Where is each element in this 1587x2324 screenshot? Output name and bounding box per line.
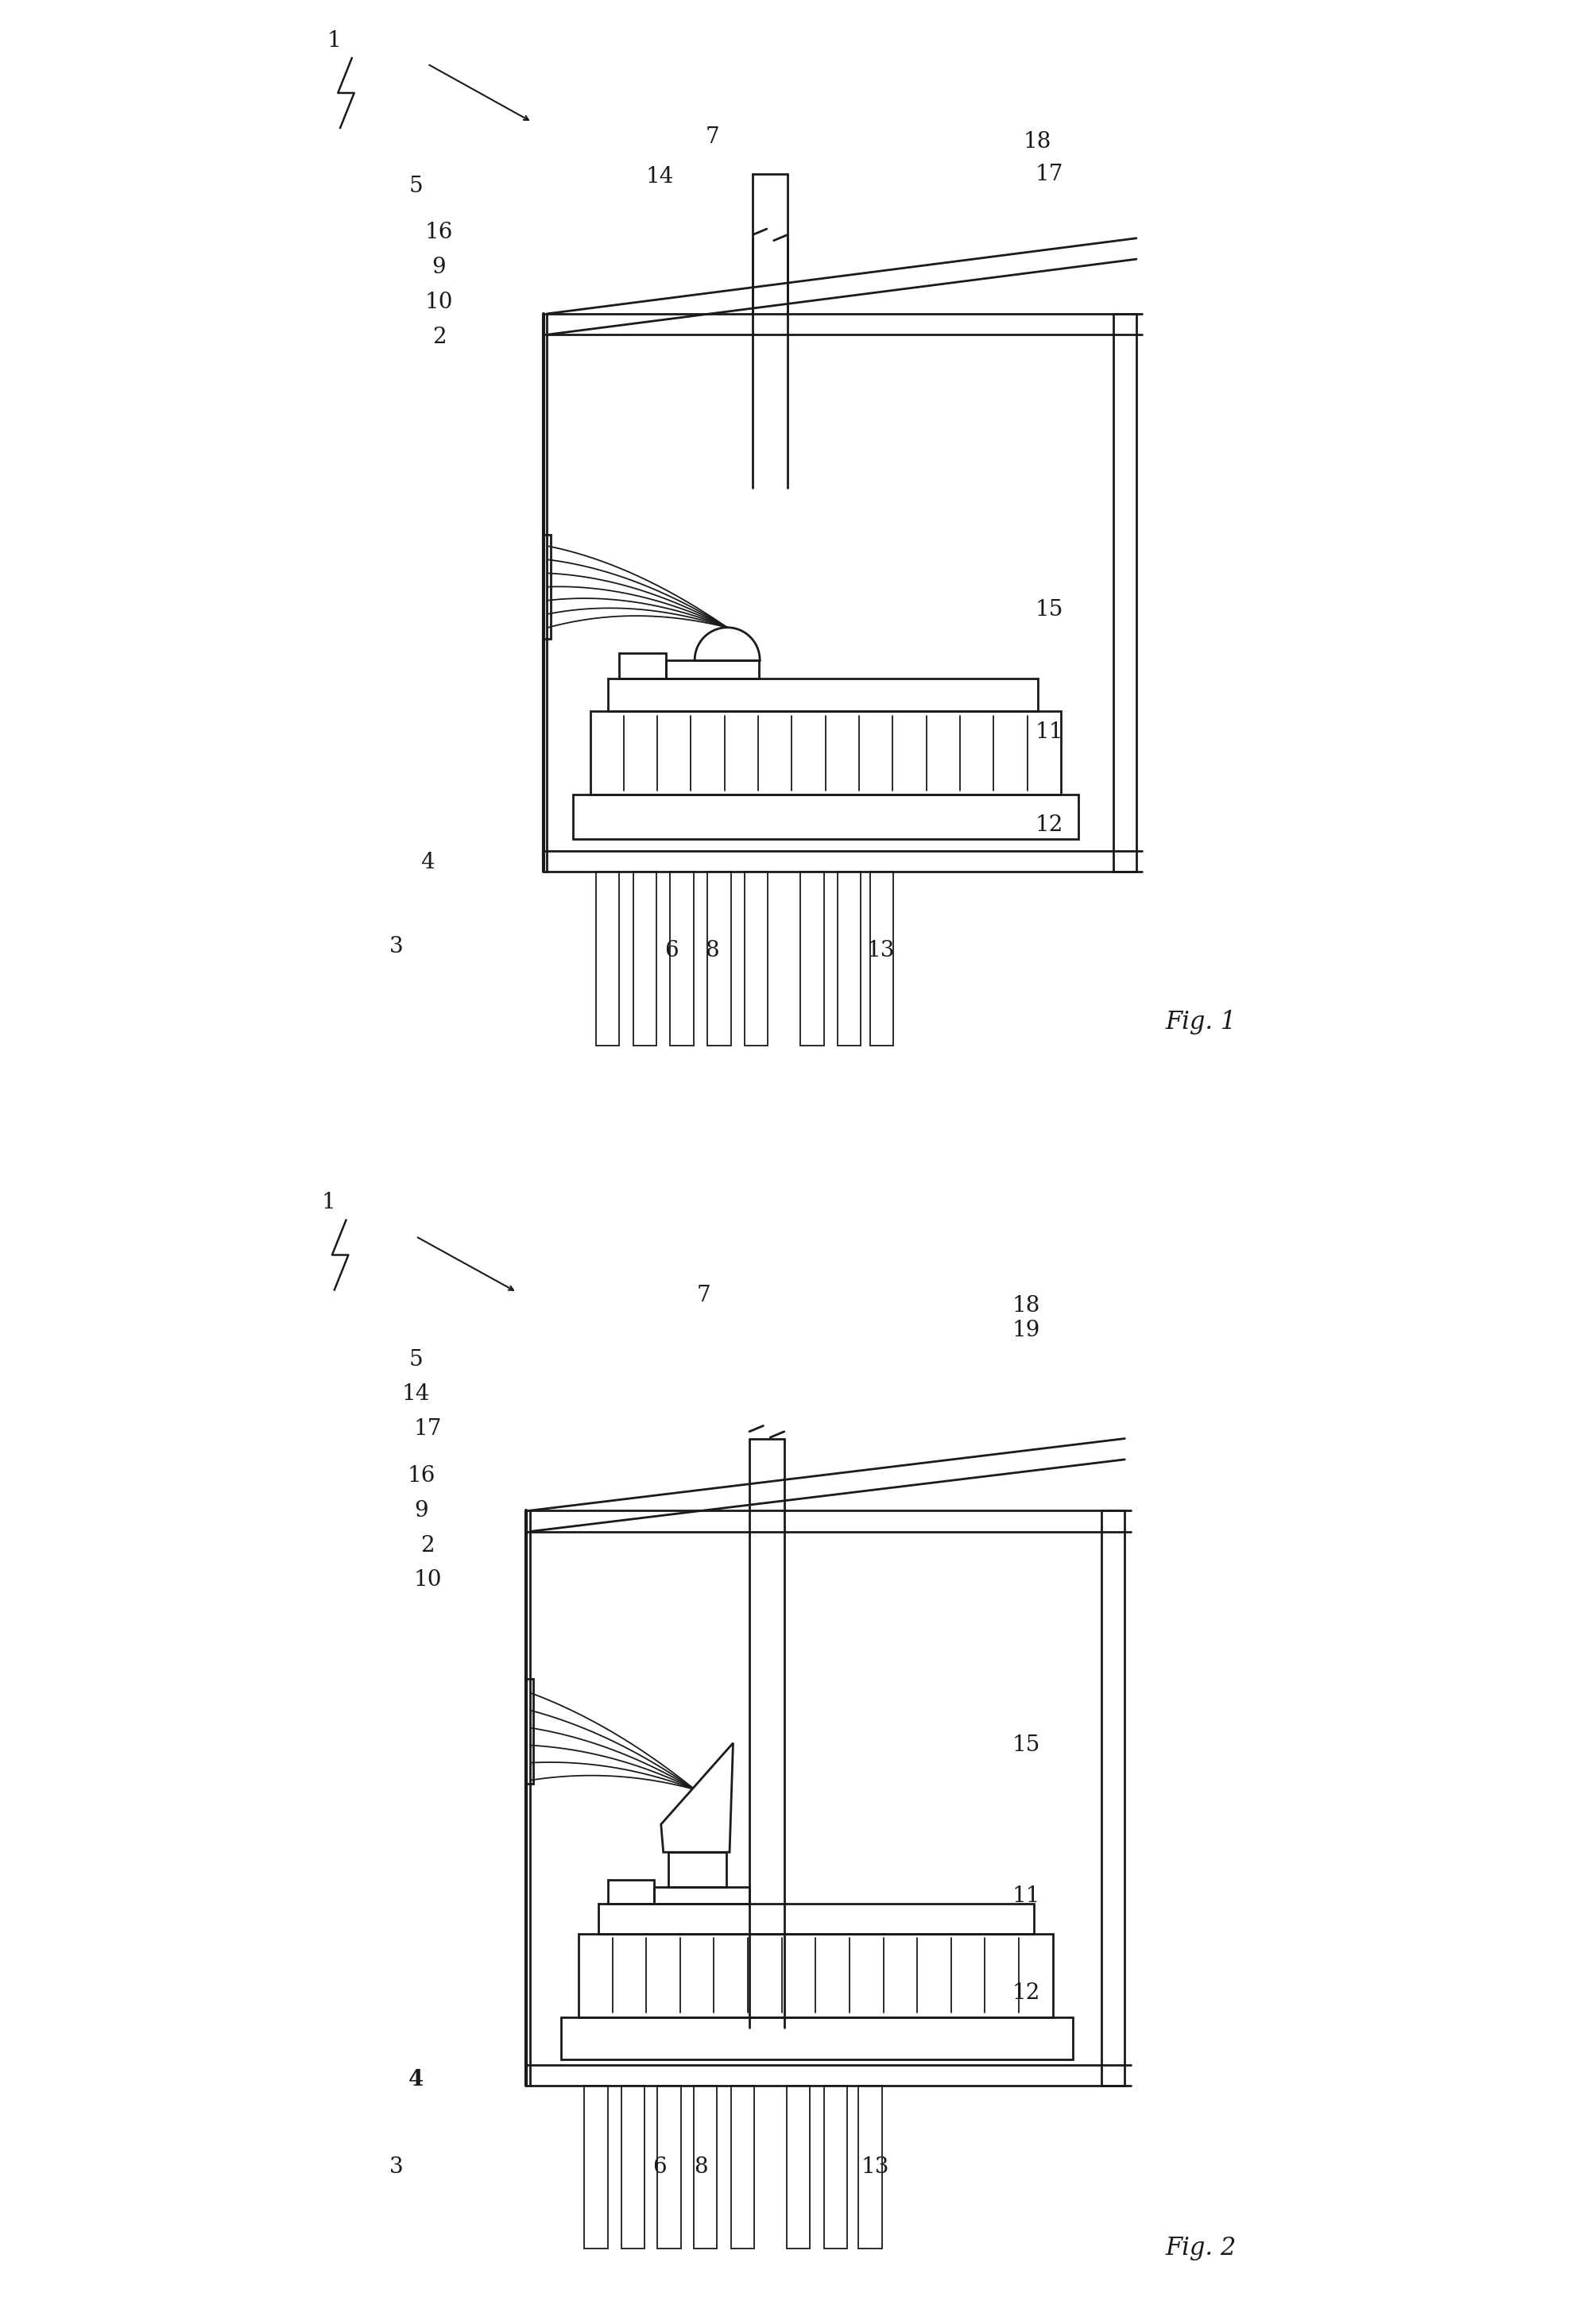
Text: 11: 11: [1013, 1885, 1039, 1908]
Bar: [657, 2087, 681, 2250]
Bar: [619, 653, 665, 679]
Bar: [654, 1887, 749, 1903]
Text: 15: 15: [1013, 1734, 1039, 1757]
Bar: [597, 872, 619, 1046]
Text: 10: 10: [425, 290, 454, 314]
Text: 14: 14: [402, 1383, 430, 1406]
Text: 2: 2: [432, 325, 446, 349]
Bar: [527, 1678, 533, 1785]
Bar: [870, 872, 893, 1046]
Bar: [544, 535, 551, 639]
Text: 6: 6: [665, 939, 679, 962]
Text: 17: 17: [413, 1418, 441, 1441]
Text: 12: 12: [1013, 1982, 1039, 2003]
Text: 1: 1: [327, 30, 341, 51]
Bar: [633, 872, 657, 1046]
Bar: [694, 2087, 717, 2250]
Text: 16: 16: [425, 221, 452, 244]
Bar: [744, 872, 768, 1046]
Polygon shape: [662, 1743, 733, 1852]
Bar: [838, 872, 860, 1046]
Text: 15: 15: [1035, 600, 1063, 621]
Text: 19: 19: [1013, 1320, 1039, 1341]
Text: 12: 12: [1035, 813, 1063, 837]
Bar: [598, 1903, 1035, 1934]
Text: 3: 3: [389, 937, 403, 957]
Bar: [622, 2087, 644, 2250]
Text: 5: 5: [409, 174, 422, 198]
Text: Fig. 2: Fig. 2: [1165, 2236, 1236, 2261]
Text: 7: 7: [705, 125, 719, 149]
Text: 8: 8: [705, 939, 719, 962]
Text: 18: 18: [1024, 130, 1052, 153]
Bar: [608, 679, 1038, 711]
Text: 10: 10: [413, 1569, 441, 1592]
Bar: [800, 872, 824, 1046]
Text: 6: 6: [652, 2157, 667, 2178]
Text: 7: 7: [697, 1285, 711, 1306]
Text: 13: 13: [867, 939, 895, 962]
Bar: [562, 2017, 1073, 2059]
Bar: [584, 2087, 608, 2250]
Text: 17: 17: [1035, 163, 1063, 186]
Bar: [590, 711, 1060, 795]
Bar: [573, 795, 1078, 839]
Text: 11: 11: [1035, 720, 1063, 744]
Bar: [824, 2087, 847, 2250]
Text: 2: 2: [421, 1534, 435, 1557]
Bar: [708, 872, 730, 1046]
Bar: [730, 2087, 754, 2250]
Text: 4: 4: [408, 2068, 424, 2092]
Text: 9: 9: [414, 1499, 428, 1522]
Text: 9: 9: [432, 256, 446, 279]
Text: 1: 1: [322, 1192, 336, 1213]
Text: 16: 16: [408, 1464, 436, 1487]
Bar: [665, 660, 759, 679]
Text: 5: 5: [409, 1348, 422, 1371]
Text: 3: 3: [389, 2157, 403, 2178]
Bar: [859, 2087, 882, 2250]
Text: 4: 4: [421, 851, 435, 874]
Text: 8: 8: [694, 2157, 708, 2178]
Text: Fig. 1: Fig. 1: [1165, 1011, 1236, 1034]
Text: 14: 14: [646, 165, 674, 188]
Bar: [670, 872, 694, 1046]
Bar: [608, 1880, 654, 1903]
Text: 13: 13: [860, 2157, 889, 2178]
Bar: [579, 1934, 1052, 2017]
Text: 18: 18: [1013, 1294, 1039, 1318]
Bar: [668, 1852, 727, 1887]
Bar: [787, 2087, 809, 2250]
